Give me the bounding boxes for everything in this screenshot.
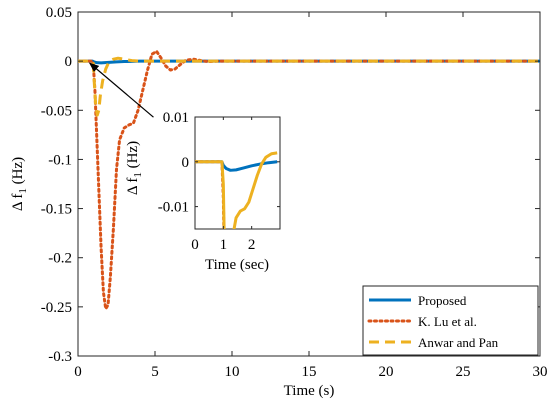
main-series-line-2: [78, 49, 540, 311]
main-y-tick-label: 0: [65, 54, 73, 70]
main-y-tick-label: -0.25: [41, 300, 72, 316]
main-x-tick-label: 0: [74, 364, 82, 380]
inset-y-axis: 0.01 0 -0.01: [158, 110, 280, 216]
inset-x-axis-label: Time (sec): [205, 257, 269, 273]
inset-plot-area: [194, 116, 281, 230]
inset-y-axis-label-main: Δ f: [125, 178, 141, 196]
legend-items: Proposed K. Lu et al. Anwar and Pan: [367, 293, 499, 350]
main-x-tick-label: 20: [379, 364, 394, 380]
main-series-group: [78, 49, 540, 311]
main-x-tick-label: 30: [533, 364, 548, 380]
inset-y-axis-label: Δ f1 (Hz): [125, 141, 144, 195]
inset-y-tick-label: 0.01: [163, 110, 189, 126]
main-y-axis-label: Δ f1 (Hz): [10, 157, 29, 211]
main-y-tick-label: -0.1: [48, 152, 72, 168]
main-y-axis-label-subscript: 1: [17, 188, 29, 194]
legend: Proposed K. Lu et al. Anwar and Pan: [362, 285, 539, 356]
main-series-line-3: [78, 56, 540, 117]
main-x-tick-label: 10: [225, 364, 240, 380]
legend-label-2: K. Lu et al.: [418, 314, 477, 329]
main-y-axis-label-unit: (Hz): [10, 157, 26, 188]
inset-x-tick-label: 2: [248, 237, 256, 253]
main-x-tick-label: 15: [302, 364, 317, 380]
inset-y-tick-label: 0: [182, 155, 190, 171]
inset-y-axis-label-subscript: 1: [132, 172, 144, 178]
main-y-axis: 0.05 0 -0.05 -0.1 -0.15 -0.2 -0.25 -0.3: [41, 5, 540, 365]
main-y-axis-label-main: Δ f: [10, 194, 26, 212]
inset-x-tick-label: 0: [191, 237, 199, 253]
main-y-tick-label: -0.3: [48, 349, 72, 365]
main-x-tick-label: 5: [151, 364, 159, 380]
main-x-axis-label: Time (s): [284, 383, 335, 399]
inset-y-axis-label-unit: (Hz): [125, 141, 141, 172]
inset-x-tick-label: 1: [220, 237, 228, 253]
main-y-tick-label: 0.05: [46, 5, 72, 21]
legend-label-3: Anwar and Pan: [418, 335, 499, 350]
main-x-axis: 0 5 10 15 20 25 30: [74, 12, 548, 380]
inset-series-line-3: [195, 151, 278, 229]
main-y-tick-label: -0.15: [41, 202, 72, 218]
main-y-tick-label: -0.2: [48, 251, 72, 267]
inset-y-tick-label: -0.01: [158, 200, 189, 216]
annotation-arrow-line: [88, 62, 154, 118]
annotation-arrow: [88, 62, 154, 118]
inset-x-axis: 0 1 2: [191, 117, 255, 253]
legend-label-1: Proposed: [418, 293, 467, 308]
inset-series-group: [195, 151, 278, 229]
main-y-tick-label: -0.05: [41, 103, 72, 119]
main-x-tick-label: 25: [456, 364, 471, 380]
